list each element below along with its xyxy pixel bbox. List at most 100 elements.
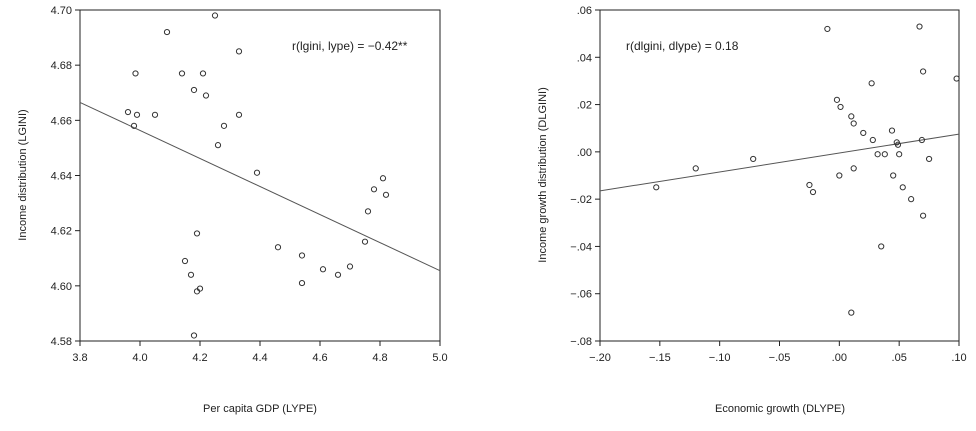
data-point — [361, 238, 369, 245]
data-point — [202, 92, 210, 99]
annotation-left: r(lgini, lype) = −0.42** — [292, 39, 408, 53]
data-point — [298, 252, 306, 259]
y-tick-label: .06 — [577, 5, 592, 17]
ylabel-right: Income growth distribution (DLGINI) — [537, 87, 549, 262]
x-tick-label: −.05 — [769, 352, 791, 364]
data-point — [364, 208, 372, 215]
x-tick-label: 3.8 — [72, 352, 87, 364]
data-point — [199, 70, 207, 77]
x-tick-label: 4.8 — [372, 352, 387, 364]
data-point — [379, 175, 387, 182]
x-tick-label: .10 — [951, 352, 966, 364]
data-point — [837, 103, 844, 111]
data-point — [750, 155, 757, 163]
x-tick-label: −.10 — [709, 352, 731, 364]
chart-right: −.20 −.15 −.10 −.05 .00 .05 .10 −.08 −.06 −.04 −.0… — [537, 5, 967, 415]
data-point — [925, 155, 933, 163]
data-point — [824, 25, 831, 33]
data-point — [235, 48, 243, 55]
data-point — [881, 151, 888, 158]
data-point — [953, 75, 960, 82]
data-point — [253, 169, 261, 176]
x-tick-label: .00 — [832, 352, 847, 364]
data-point — [806, 181, 813, 189]
data-point — [220, 122, 228, 129]
fit-line-left — [79, 101, 441, 272]
y-tick-label: .02 — [577, 100, 592, 112]
data-point — [163, 28, 171, 36]
data-point — [132, 70, 139, 77]
data-point — [920, 212, 927, 219]
plot-frame-right — [599, 9, 960, 342]
points-left — [124, 12, 390, 339]
data-point — [869, 136, 876, 144]
data-point — [653, 184, 660, 191]
data-point — [850, 120, 857, 127]
y-tick-label: −.02 — [570, 194, 592, 206]
y-tick-label: .04 — [577, 52, 592, 64]
data-point — [850, 165, 857, 172]
y-tick-label: 4.62 — [51, 226, 72, 238]
plot-frame-left — [79, 9, 441, 342]
data-point — [382, 191, 390, 198]
xlabel-right: Economic growth (DLYPE) — [715, 403, 845, 415]
data-point — [133, 111, 141, 118]
data-point — [916, 23, 923, 30]
y-tick-label: −.08 — [570, 336, 592, 348]
data-point — [346, 263, 354, 270]
data-point — [888, 127, 896, 134]
ylabel-left: Income distribution (LGINI) — [17, 109, 29, 240]
data-point — [130, 122, 138, 129]
y-tick-label: 4.68 — [51, 60, 72, 72]
y-tick-label: .00 — [577, 147, 592, 159]
data-point — [896, 151, 903, 158]
y-tick-label: 4.60 — [51, 281, 72, 293]
data-point — [918, 136, 926, 144]
x-tick-label: 4.4 — [252, 352, 267, 364]
data-point — [920, 68, 927, 75]
data-point — [319, 266, 327, 273]
data-point — [894, 141, 902, 148]
data-point — [235, 111, 243, 118]
x-tick-label: −.15 — [649, 352, 671, 364]
data-point — [833, 96, 841, 103]
data-point — [899, 184, 906, 191]
data-point — [187, 271, 195, 278]
y-tick-label: 4.58 — [51, 336, 72, 348]
data-point — [848, 309, 855, 316]
data-point — [151, 111, 159, 118]
data-point — [860, 129, 867, 137]
data-point — [908, 196, 915, 203]
y-tick-label: −.04 — [570, 241, 592, 253]
y-tick-label: 4.64 — [51, 171, 72, 183]
data-point — [211, 12, 219, 19]
data-point — [874, 151, 881, 158]
data-point — [868, 80, 875, 87]
data-point — [836, 172, 843, 179]
x-tick-label: .05 — [892, 352, 907, 364]
data-point — [181, 257, 189, 265]
points-right — [653, 23, 960, 316]
data-point — [692, 165, 699, 172]
y-tick-label: −.06 — [570, 289, 592, 301]
ticks-right: −.20 −.15 −.10 −.05 .00 .05 .10 −.08 −.06 −.04 −.0… — [570, 5, 966, 364]
chart-left: 3.8 4.0 4.2 4.4 4.6 4.8 5.0 4.58 4.60 4.62 4.64 4.6… — [17, 5, 448, 415]
x-tick-label: −.20 — [589, 352, 611, 364]
data-point — [193, 230, 201, 237]
data-point — [124, 108, 132, 116]
data-point — [214, 142, 222, 149]
data-point — [878, 243, 885, 250]
x-tick-label: 4.0 — [132, 352, 147, 364]
data-point — [370, 186, 378, 193]
xlabel-left: Per capita GDP (LYPE) — [203, 403, 317, 415]
data-point — [848, 113, 855, 120]
data-point — [190, 86, 198, 94]
data-point — [890, 172, 897, 179]
y-tick-label: 4.70 — [51, 5, 72, 17]
fit-line-right — [599, 133, 960, 192]
y-tick-label: 4.66 — [51, 115, 72, 127]
data-point — [274, 244, 282, 251]
data-point — [809, 188, 817, 196]
annotation-right: r(dlgini, dlype) = 0.18 — [626, 39, 739, 53]
